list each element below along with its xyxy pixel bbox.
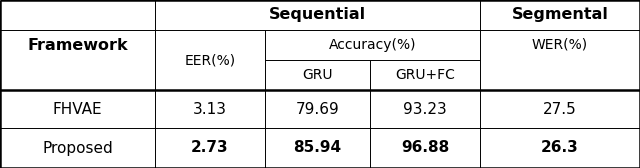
Text: GRU+FC: GRU+FC [395,68,455,82]
Text: 27.5: 27.5 [543,101,577,116]
Text: Framework: Framework [27,37,128,52]
Text: Proposed: Proposed [42,140,113,156]
Text: Sequential: Sequential [269,8,366,23]
Text: 85.94: 85.94 [293,140,342,156]
Text: 26.3: 26.3 [541,140,579,156]
Text: Accuracy(%): Accuracy(%) [329,38,416,52]
Text: GRU: GRU [302,68,333,82]
Text: 79.69: 79.69 [296,101,339,116]
Text: WER(%): WER(%) [532,38,588,52]
Text: 96.88: 96.88 [401,140,449,156]
Text: 2.73: 2.73 [191,140,229,156]
Text: Segmental: Segmental [511,8,609,23]
Text: EER(%): EER(%) [184,53,236,67]
Text: 3.13: 3.13 [193,101,227,116]
Text: 93.23: 93.23 [403,101,447,116]
Text: FHVAE: FHVAE [52,101,102,116]
